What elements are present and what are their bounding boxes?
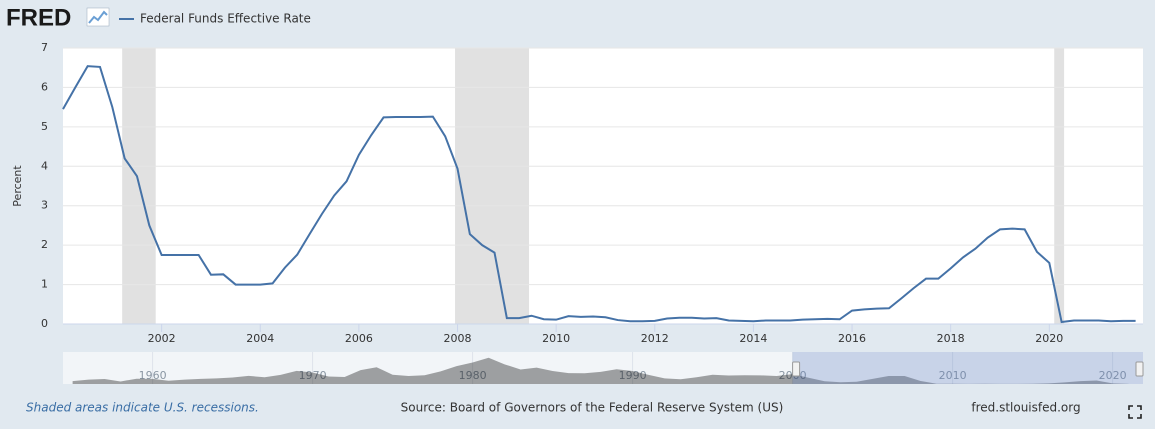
navigator-tick-label: 2020 (1099, 369, 1127, 382)
navigator-handle[interactable] (1135, 361, 1144, 377)
y-tick-label: 5 (41, 120, 48, 133)
recession-note: Shaded areas indicate U.S. recessions. (26, 401, 259, 415)
recession-band (455, 48, 530, 324)
x-tick-label: 2008 (444, 332, 472, 345)
x-tick-label: 2016 (838, 332, 866, 345)
x-tick-label: 2004 (246, 332, 274, 345)
navigator-area (72, 357, 1129, 384)
navigator-tick-label: 1970 (299, 369, 327, 382)
y-tick-label: 2 (41, 238, 48, 251)
y-tick-label: 3 (41, 199, 48, 212)
navigator-area (63, 352, 1143, 384)
y-tick-label: 1 (41, 278, 48, 291)
series-line (62, 65, 1136, 324)
x-tick-label: 2002 (148, 332, 176, 345)
source: Source: Board of Governors of the Federa… (401, 401, 784, 415)
logo-icon (86, 7, 110, 27)
x-tick-label: 2020 (1035, 332, 1063, 345)
x-tick-label: 2006 (345, 332, 373, 345)
recession-band (1054, 48, 1065, 324)
x-tick-label: 2014 (739, 332, 767, 345)
navigator-tick-label: 1980 (459, 369, 487, 382)
plot-area (63, 48, 1143, 324)
fullscreen-button[interactable] (1128, 405, 1142, 419)
legend-label: Federal Funds Effective Rate (140, 12, 311, 26)
navigator-tick-label: 1990 (619, 369, 647, 382)
navigator-tick-label: 1960 (139, 369, 167, 382)
navigator-handle[interactable] (792, 361, 801, 377)
x-tick-label: 2010 (542, 332, 570, 345)
y-tick-label: 7 (41, 41, 48, 54)
x-tick-label: 2018 (937, 332, 965, 345)
y-tick-label: 0 (41, 317, 48, 330)
navigator-tick-label: 2010 (939, 369, 967, 382)
y-tick-label: 6 (41, 80, 48, 93)
x-tick-label: 2012 (641, 332, 669, 345)
y-tick-label: 4 (41, 159, 48, 172)
y-axis-label: Percent (11, 165, 24, 207)
logo: FRED (6, 4, 71, 31)
site-link[interactable]: fred.stlouisfed.org (971, 401, 1080, 415)
navigator-selection (792, 352, 1143, 384)
